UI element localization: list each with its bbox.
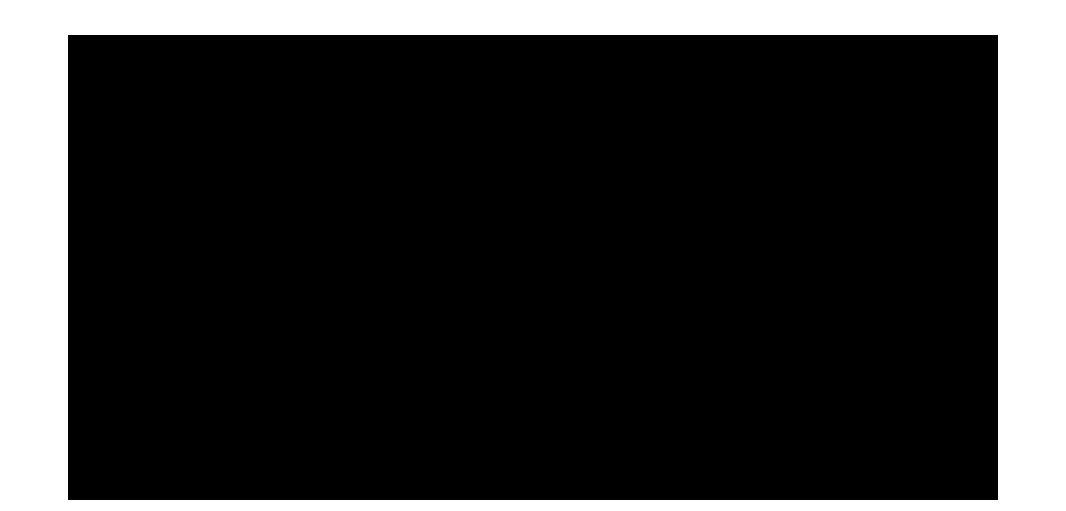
wordcloud-svg (68, 35, 998, 500)
wordcloud-canvas (68, 35, 998, 500)
